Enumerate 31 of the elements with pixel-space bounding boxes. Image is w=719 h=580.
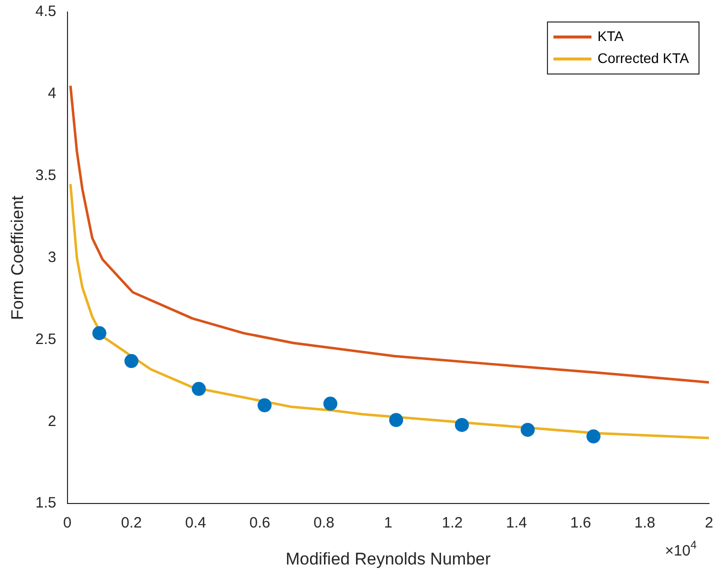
y-tick-label: 3.5 [35,167,56,184]
legend-label: KTA [597,28,624,44]
x-tick-label: 1.2 [442,514,463,532]
point [389,413,404,428]
x-tick-label: 0.4 [185,514,206,532]
x-axis-title: Modified Reynolds Number [286,549,491,568]
point [258,398,272,412]
x-tick-label: 0 [63,514,72,532]
y-tick-label: 3 [48,248,56,266]
x-tick-label: 0.6 [249,514,270,532]
y-tick-label: 4.5 [35,3,56,20]
x-tick-label: 0.8 [314,514,334,532]
y-tick-label: 2 [48,412,56,430]
x-tick-label: 1.8 [634,514,656,532]
point [323,396,338,411]
x-tick-label: 1.4 [506,514,527,532]
point [124,354,138,368]
y-tick-label: 2.5 [35,330,56,348]
point [192,382,206,396]
y-axis-title: Form Coefficient [8,195,27,320]
x-tick-label: 1.6 [570,514,592,532]
x-tick-label: 1 [384,514,392,532]
x-tick-label: 0.2 [120,514,142,532]
point [586,429,600,444]
point [92,326,106,340]
legend-label: Corrected KTA [597,50,690,66]
y-tick-label: 4 [48,85,56,102]
y-tick-label: 1.5 [35,494,56,512]
x-tick-label: 2 [704,514,714,532]
point [520,422,535,437]
point [454,418,469,432]
